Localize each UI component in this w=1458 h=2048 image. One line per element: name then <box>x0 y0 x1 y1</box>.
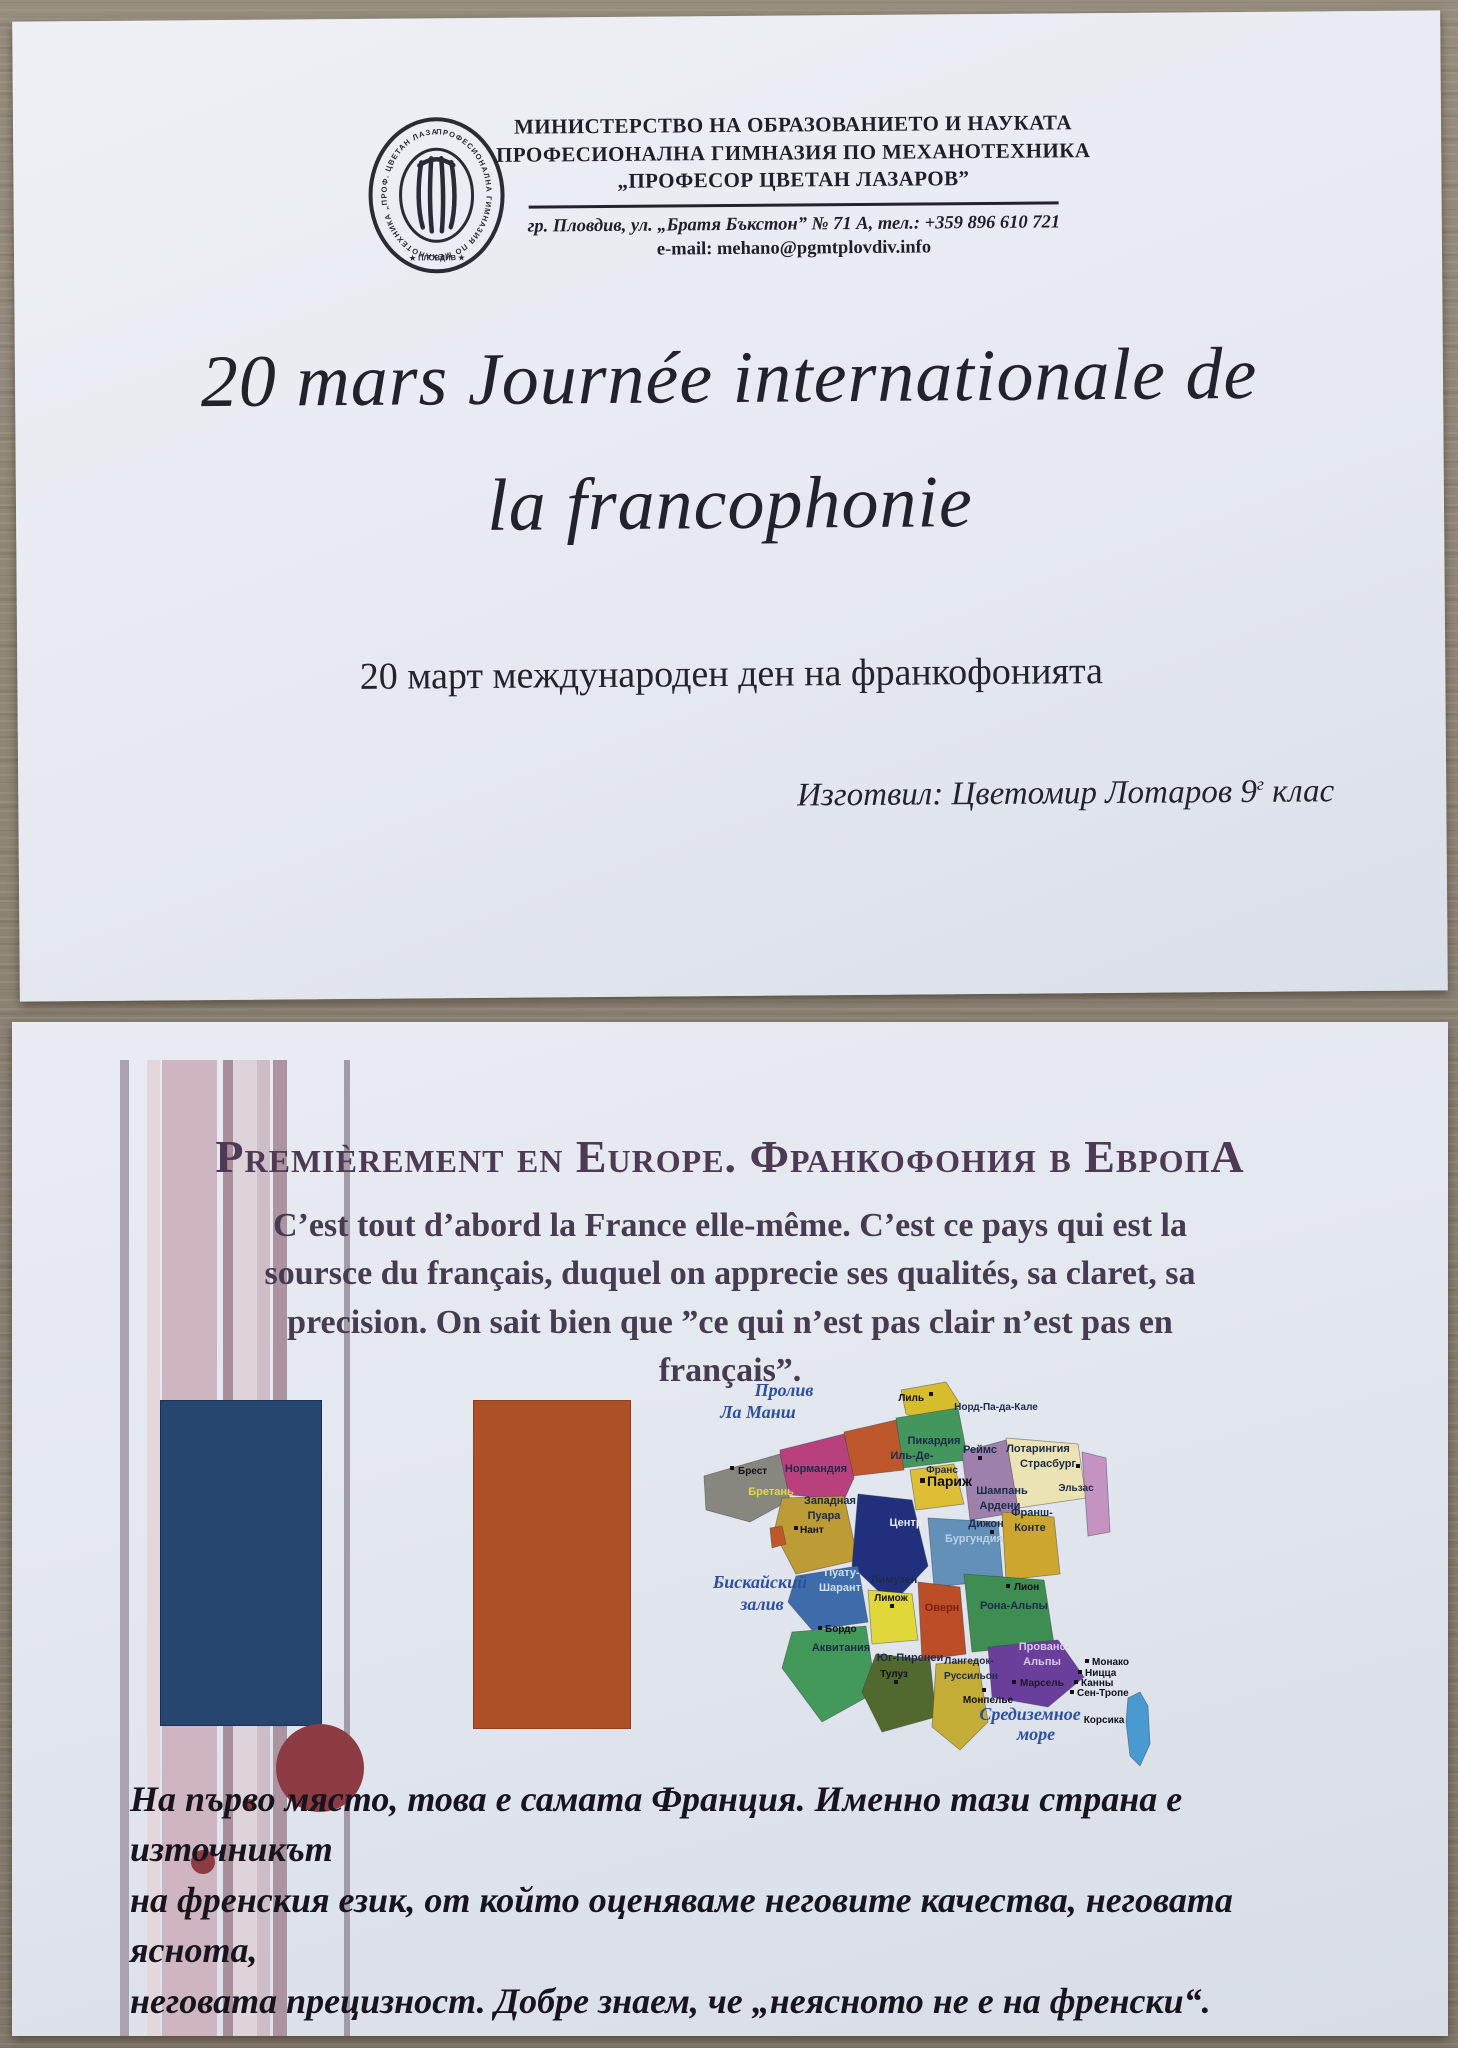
letterhead-divider <box>528 201 1059 209</box>
ministry-line: МИНИСТЕРСТВО НА ОБРАЗОВАНИЕТО И НАУКАТА <box>514 110 1072 139</box>
france-map-illustration: Пролив Ла Манш Бискайский залив Средизем… <box>703 1380 1151 1767</box>
author-suffix: клас <box>1263 773 1335 810</box>
letterhead: МИНИСТЕРСТВО НА ОБРАЗОВАНИЕТО И НАУКАТА … <box>483 109 1104 264</box>
region-label: Франс <box>926 1465 958 1476</box>
french-paragraph-line: soursce du français, duquel on apprecie … <box>264 1255 1196 1293</box>
region-label: Альпы <box>1023 1656 1061 1668</box>
city-label: Лимож <box>874 1593 908 1604</box>
region-label: Франш- <box>1011 1507 1053 1519</box>
sea-label: море <box>1016 1724 1055 1744</box>
city-label-paris: Париж <box>927 1473 973 1489</box>
city-label: Марсель <box>1020 1678 1064 1689</box>
french-paragraph-line: français”. <box>658 1351 802 1389</box>
region-label: Конте <box>1014 1522 1046 1534</box>
seal-city-text: ★ ПЛОВДИВ ★ <box>409 253 466 262</box>
region-label: Руссильон <box>944 1671 998 1682</box>
city-label: Дижон <box>968 1518 1004 1530</box>
email-line: e-mail: mehano@pgmtplovdiv.info <box>656 237 932 260</box>
section-title: Premièrement en Europe. Франкофония в Ев… <box>215 1131 1245 1182</box>
content-page-sheet: Premièrement en Europe. Франкофония в Ев… <box>12 1022 1448 2036</box>
region-label: Нормандия <box>785 1463 847 1475</box>
city-label: Сен-Тропе <box>1077 1688 1129 1699</box>
bulgarian-paragraph-line: На първо място, това е самата Франция. И… <box>130 1779 1183 1870</box>
city-label: Монако <box>1092 1657 1129 1668</box>
sea-label: Пролив <box>754 1380 814 1400</box>
region-label: Корсика <box>1084 1715 1125 1726</box>
french-flag-blue-bar <box>160 1400 322 1726</box>
school-name-line: „ПРОФЕСОР ЦВЕТАН ЛАЗАРОВ” <box>617 166 970 194</box>
title-page-sheet: ПРОФЕСИОНАЛНА ГИМНАЗИЯ ПО МЕХАНОТЕХНИКА … <box>12 10 1448 1002</box>
region-label: Западная <box>804 1495 856 1507</box>
region-label: Пикардия <box>908 1435 961 1447</box>
region-label: Норд-Па-да-Кале <box>954 1402 1038 1413</box>
main-title-line2: la francophonie <box>486 460 974 547</box>
city-label: Реймс <box>963 1444 997 1456</box>
region-label: Ардени <box>980 1500 1021 1512</box>
city-label: Бордо <box>825 1624 857 1635</box>
bulgarian-paragraph-line: неговата прецизност. Добре знаем, че „не… <box>130 1980 1211 2021</box>
school-seal-icon: ПРОФЕСИОНАЛНА ГИМНАЗИЯ ПО МЕХАНОТЕХНИКА … <box>357 103 505 274</box>
region-label: Юг-Пиренеи <box>877 1652 944 1664</box>
region-label: Лотарингия <box>1006 1443 1070 1455</box>
sea-label: Бискайский <box>712 1572 807 1592</box>
region-label: Эльзас <box>1058 1483 1094 1494</box>
city-label: Канны <box>1081 1678 1113 1689</box>
decorative-circle-small <box>191 1850 215 1874</box>
region-label: Аквитания <box>812 1642 870 1654</box>
region-label: Бретань <box>748 1486 794 1498</box>
region-label: Пуара <box>808 1510 842 1522</box>
region-label: Лангедок- <box>944 1656 993 1667</box>
decorative-circle-dot <box>244 1799 255 1810</box>
region-label: Шампань <box>976 1485 1028 1497</box>
region-label: Бургундия <box>945 1533 1003 1545</box>
region-label: Рона-Альпы <box>980 1600 1048 1612</box>
region-label: Центр <box>889 1517 922 1529</box>
french-paragraph-line: precision. On sait bien que ”ce qui n’es… <box>287 1303 1173 1341</box>
main-title-line1: 20 mars Journée internationale de <box>200 332 1258 424</box>
bulgarian-paragraph: На първо място, това е самата Франция. И… <box>130 1774 1342 2026</box>
school-line: ПРОФЕСИОНАЛНА ГИМНАЗИЯ ПО МЕХАНОТЕХНИКА <box>495 137 1091 167</box>
sea-label: Средиземное <box>979 1704 1080 1724</box>
bulgarian-paragraph-line: на френския език, от който оценяваме нег… <box>130 1879 1233 1971</box>
region-label: Шарант <box>819 1582 862 1594</box>
subtitle-bulgarian: 20 март международен ден на франкофоният… <box>359 650 1104 698</box>
france-regions-map: Пролив Ла Манш Бискайский залив Средизем… <box>696 1380 1210 1810</box>
author-line: Изготвил: Цветомир Лотаров 9г клас <box>18 772 1446 820</box>
french-paragraph: C’est tout d’abord la France elle-même. … <box>12 1202 1448 1395</box>
city-label: Лион <box>1014 1582 1039 1593</box>
sea-label: Ла Манш <box>719 1402 796 1422</box>
city-label: Лиль <box>898 1393 924 1404</box>
french-paragraph-line: C’est tout d’abord la France elle-même. … <box>272 1207 1188 1244</box>
city-label: Брест <box>738 1466 767 1477</box>
sea-label: залив <box>739 1594 783 1614</box>
decorative-circle-large <box>276 1724 364 1812</box>
region-label: Лимузен <box>871 1574 918 1586</box>
french-flag-red-bar <box>473 1400 631 1729</box>
school-logo: ПРОФЕСИОНАЛНА ГИМНАЗИЯ ПО МЕХАНОТЕХНИКА … <box>357 103 512 281</box>
region-label: Пуату- <box>824 1567 860 1579</box>
city-label: Монпелье <box>963 1695 1014 1706</box>
region-label: Иль-Де- <box>890 1450 933 1462</box>
region-label: Оверн <box>925 1602 960 1614</box>
city-label: Ницца <box>1085 1668 1117 1679</box>
region-label: Прованс- <box>1019 1641 1070 1653</box>
city-label: Тулуз <box>880 1669 908 1680</box>
main-title: 20 mars Journée internationale de la fra… <box>15 310 1445 573</box>
city-label: Страсбург <box>1020 1458 1076 1470</box>
author-prefix: Изготвил: Цветомир Лотаров 9 <box>796 773 1258 814</box>
city-label: Нант <box>800 1525 824 1536</box>
